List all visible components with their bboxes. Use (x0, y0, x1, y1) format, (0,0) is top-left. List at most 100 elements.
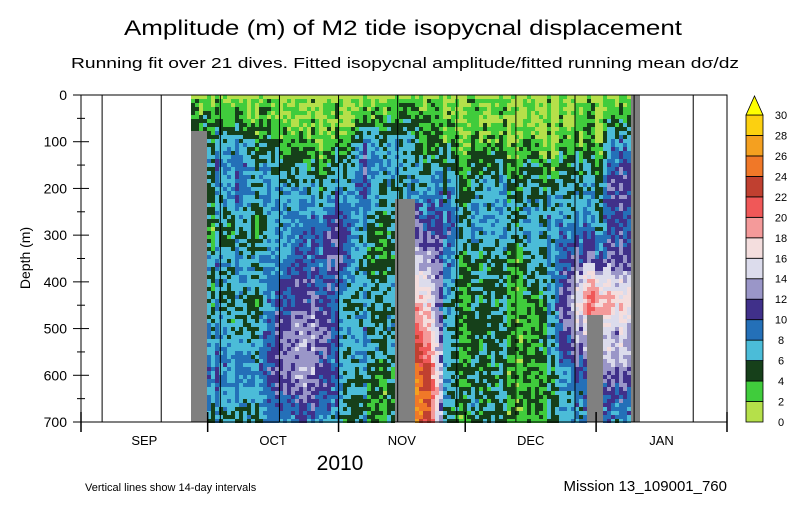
heatmap-cell (439, 139, 443, 143)
heatmap-cell (311, 371, 315, 375)
heatmap-cell (339, 279, 343, 283)
heatmap-cell (451, 339, 455, 343)
heatmap-cell (335, 283, 339, 287)
heatmap-cell (395, 187, 399, 191)
heatmap-cell (371, 339, 375, 343)
heatmap-cell (279, 115, 283, 119)
heatmap-cell (323, 367, 327, 371)
heatmap-cell (295, 303, 299, 307)
heatmap-cell (419, 111, 423, 115)
heatmap-cell (295, 283, 299, 287)
heatmap-cell (311, 123, 315, 127)
heatmap-cell (419, 227, 423, 231)
heatmap-cell (367, 183, 371, 187)
heatmap-cell (279, 327, 283, 331)
heatmap-cell (251, 375, 255, 379)
heatmap-cell (327, 283, 331, 287)
heatmap-cell (219, 411, 223, 415)
heatmap-cell (267, 155, 271, 159)
heatmap-cell (303, 295, 307, 299)
heatmap-cell (419, 231, 423, 235)
heatmap-cell (287, 347, 291, 351)
heatmap-cell (339, 379, 343, 383)
heatmap-cell (255, 371, 259, 375)
heatmap-cell (263, 243, 267, 247)
heatmap-cell (315, 175, 319, 179)
heatmap-cell (247, 399, 251, 403)
heatmap-cell (427, 247, 431, 251)
heatmap-cell (459, 319, 463, 323)
heatmap-cell (335, 299, 339, 303)
heatmap-cell (443, 275, 447, 279)
heatmap-cell (259, 95, 263, 99)
heatmap-cell (211, 247, 215, 251)
heatmap-cell (303, 127, 307, 131)
heatmap-cell (371, 283, 375, 287)
heatmap-cell (323, 147, 327, 151)
heatmap-cell (323, 295, 327, 299)
heatmap-cell (427, 383, 431, 387)
heatmap-cell (367, 119, 371, 123)
heatmap-cell (439, 403, 443, 407)
heatmap-cell (247, 155, 251, 159)
heatmap-cell (231, 119, 235, 123)
heatmap-cell (347, 163, 351, 167)
heatmap-cell (415, 311, 419, 315)
heatmap-cell (423, 179, 427, 183)
heatmap-cell (331, 135, 335, 139)
heatmap-cell (347, 143, 351, 147)
heatmap-cell (267, 219, 271, 223)
heatmap-cell (267, 243, 271, 247)
heatmap-cell (423, 159, 427, 163)
heatmap-cell (295, 323, 299, 327)
heatmap-cell (247, 295, 251, 299)
heatmap-cell (307, 303, 311, 307)
heatmap-cell (211, 379, 215, 383)
heatmap-cell (259, 235, 263, 239)
heatmap-cell (359, 107, 363, 111)
heatmap-cell (387, 251, 391, 255)
heatmap-cell (391, 251, 395, 255)
heatmap-cell (235, 331, 239, 335)
heatmap-cell (223, 339, 227, 343)
heatmap-cell (287, 243, 291, 247)
heatmap-cell (427, 195, 431, 199)
heatmap-cell (335, 123, 339, 127)
heatmap-cell (291, 411, 295, 415)
heatmap-cell (419, 263, 423, 267)
heatmap-cell (371, 335, 375, 339)
heatmap-cell (299, 287, 303, 291)
heatmap-cell (247, 343, 251, 347)
heatmap-cell (459, 291, 463, 295)
heatmap-cell (247, 203, 251, 207)
heatmap-cell (299, 355, 303, 359)
heatmap-cell (331, 347, 335, 351)
heatmap-cell (347, 291, 351, 295)
heatmap-cell (255, 287, 259, 291)
heatmap-cell (371, 147, 375, 151)
heatmap-cell (451, 95, 455, 99)
heatmap-cell (363, 259, 367, 263)
heatmap-cell (451, 135, 455, 139)
heatmap-cell (215, 247, 219, 251)
heatmap-cell (267, 311, 271, 315)
heatmap-cell (427, 163, 431, 167)
heatmap-cell (447, 291, 451, 295)
heatmap-cell (379, 119, 383, 123)
heatmap-cell (431, 351, 435, 355)
heatmap-cell (343, 179, 347, 183)
heatmap-cell (419, 383, 423, 387)
heatmap-cell (259, 295, 263, 299)
heatmap-cell (379, 335, 383, 339)
heatmap-cell (431, 355, 435, 359)
heatmap-cell (267, 307, 271, 311)
heatmap-cell (359, 395, 363, 399)
heatmap-cell (427, 375, 431, 379)
heatmap-cell (427, 135, 431, 139)
heatmap-cell (423, 115, 427, 119)
heatmap-cell (291, 155, 295, 159)
heatmap-cell (311, 227, 315, 231)
heatmap-cell (283, 303, 287, 307)
heatmap-cell (227, 307, 231, 311)
